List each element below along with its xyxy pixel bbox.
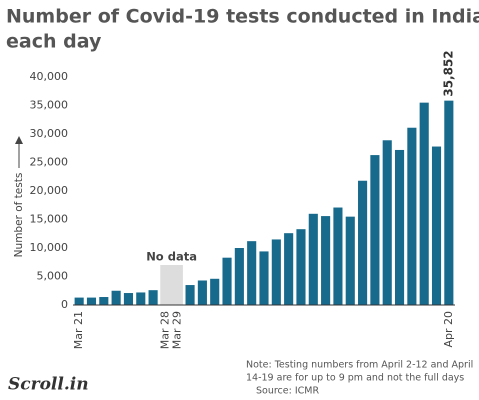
bar [444, 100, 454, 305]
y-tick-label: 5,000 [37, 270, 69, 283]
annotation: No data [146, 250, 197, 264]
data-label: 35,852 [441, 50, 455, 96]
brand-logo: Scroll.in [8, 375, 89, 395]
y-tick-label: 25,000 [30, 156, 69, 169]
y-tick-label: 35,000 [30, 99, 69, 112]
bar [210, 278, 220, 305]
bar [296, 229, 306, 305]
y-tick-label: 40,000 [30, 70, 69, 83]
chart-title: Number of Covid-19 tests conducted in In… [6, 6, 479, 28]
bar [394, 149, 405, 305]
bar [74, 297, 84, 305]
note: 14-19 are for up to 9 pm and not the ful… [246, 373, 464, 384]
x-tick-label: Mar 28 [158, 311, 171, 349]
bar [111, 290, 121, 305]
y-tick-label: 15,000 [30, 213, 69, 226]
bar [284, 233, 294, 305]
bar [123, 293, 134, 305]
bar [234, 248, 244, 305]
bar [345, 216, 355, 305]
bar [419, 102, 429, 306]
bar [259, 251, 269, 305]
y-tick-label: 10,000 [30, 241, 69, 254]
x-tick-label: Mar 29 [171, 311, 184, 349]
bar [148, 290, 158, 305]
chart-title: each day [6, 31, 102, 53]
y-tick-label: 20,000 [30, 184, 69, 197]
bar [333, 207, 343, 305]
y-axis-label: Number of tests [13, 173, 25, 258]
x-tick-label: Apr 20 [442, 311, 455, 348]
bar [247, 241, 257, 305]
bar [370, 155, 380, 305]
bar [197, 280, 207, 305]
axis-arrow-head [15, 136, 23, 144]
y-tick-label: 0 [61, 298, 68, 311]
bar [407, 127, 417, 305]
bar [358, 180, 368, 305]
bar [321, 216, 331, 305]
bar [136, 292, 146, 305]
bar [382, 140, 392, 305]
y-tick-label: 30,000 [30, 127, 69, 140]
bar [99, 297, 109, 305]
no-data-region [160, 265, 183, 305]
bar [271, 239, 281, 305]
bar [431, 146, 442, 305]
bar [222, 257, 232, 305]
bar [308, 213, 318, 305]
x-tick-label: Mar 21 [72, 311, 85, 349]
note: Note: Testing numbers from April 2-12 an… [246, 360, 473, 371]
bar [86, 297, 97, 305]
source: Source: ICMR [256, 386, 319, 397]
bar [185, 285, 195, 305]
